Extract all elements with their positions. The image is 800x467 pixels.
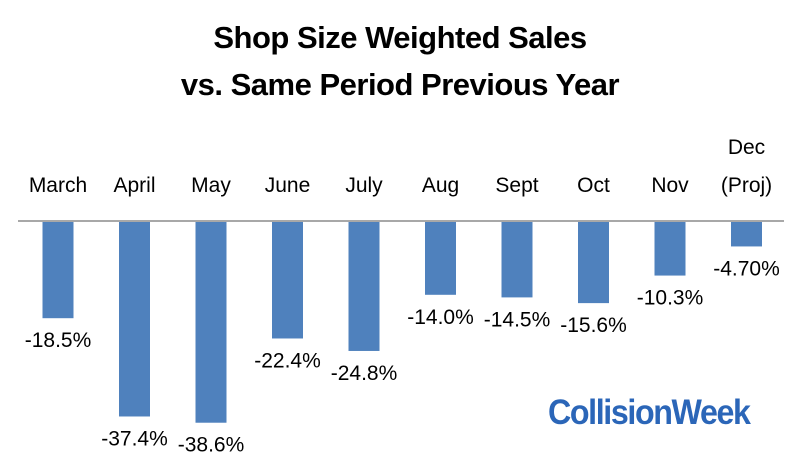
bar: [501, 222, 533, 298]
data-label: -37.4%: [101, 427, 168, 450]
bar: [348, 222, 380, 351]
category-label: March: [29, 174, 87, 197]
bar: [195, 222, 227, 423]
bar: [654, 222, 686, 276]
data-label: -14.0%: [407, 306, 474, 329]
bar: [119, 222, 150, 417]
category-label: Sept: [495, 174, 538, 197]
category-label: July: [345, 174, 383, 197]
bar: [578, 222, 609, 304]
data-label: -22.4%: [254, 349, 321, 372]
category-label: Nov: [651, 174, 689, 197]
category-label: Aug: [422, 174, 459, 197]
chart-title-line-1: Shop Size Weighted Sales: [213, 20, 587, 55]
data-label: -15.6%: [560, 314, 627, 337]
category-label: May: [191, 174, 231, 197]
category-label: April: [113, 174, 155, 197]
data-label: -38.6%: [178, 434, 245, 457]
data-label: -14.5%: [484, 308, 551, 331]
bar: [731, 222, 762, 247]
category-label: June: [265, 174, 311, 197]
data-label: -4.70%: [713, 257, 780, 280]
chart-title-line-2: vs. Same Period Previous Year: [180, 67, 620, 102]
category-label: Oct: [577, 174, 610, 197]
data-label: -18.5%: [25, 329, 92, 352]
bar: [425, 222, 456, 295]
collisionweek-logo: CollisionWeek: [548, 393, 751, 432]
bar: [272, 222, 303, 339]
data-label: -24.8%: [331, 362, 398, 385]
bar: [42, 222, 74, 319]
category-label: Dec (Proj): [721, 136, 772, 197]
data-label: -10.3%: [637, 287, 704, 310]
